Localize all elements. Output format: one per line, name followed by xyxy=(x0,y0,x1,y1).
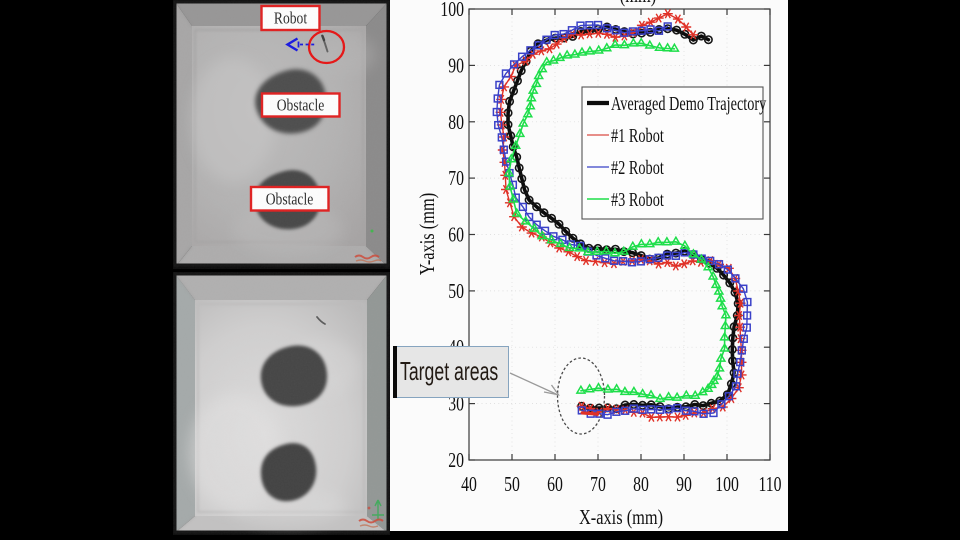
svg-text:(mm): (mm) xyxy=(620,0,656,8)
svg-text:40: 40 xyxy=(461,473,477,497)
svg-text:X-axis (mm): X-axis (mm) xyxy=(579,506,663,529)
svg-text:90: 90 xyxy=(448,54,464,78)
svg-text:100: 100 xyxy=(440,0,464,22)
svg-text:90: 90 xyxy=(676,473,692,497)
svg-text:Averaged Demo Trajectory: Averaged Demo Trajectory xyxy=(611,93,767,115)
svg-text:50: 50 xyxy=(504,473,520,497)
svg-text:80: 80 xyxy=(448,111,464,135)
svg-text:#2 Robot: #2 Robot xyxy=(611,157,664,179)
svg-text:30: 30 xyxy=(448,392,464,416)
svg-text:Y-axis (mm): Y-axis (mm) xyxy=(416,193,439,275)
svg-text:100: 100 xyxy=(715,473,739,497)
svg-text:20: 20 xyxy=(448,449,464,473)
svg-text:60: 60 xyxy=(448,223,464,247)
svg-text:70: 70 xyxy=(590,473,606,497)
svg-text:110: 110 xyxy=(758,473,781,497)
svg-text:60: 60 xyxy=(547,473,563,497)
svg-text:#1 Robot: #1 Robot xyxy=(611,125,664,147)
svg-text:70: 70 xyxy=(448,167,464,191)
svg-text:80: 80 xyxy=(633,473,649,497)
svg-text:50: 50 xyxy=(448,280,464,304)
svg-text:#3 Robot: #3 Robot xyxy=(611,189,664,211)
